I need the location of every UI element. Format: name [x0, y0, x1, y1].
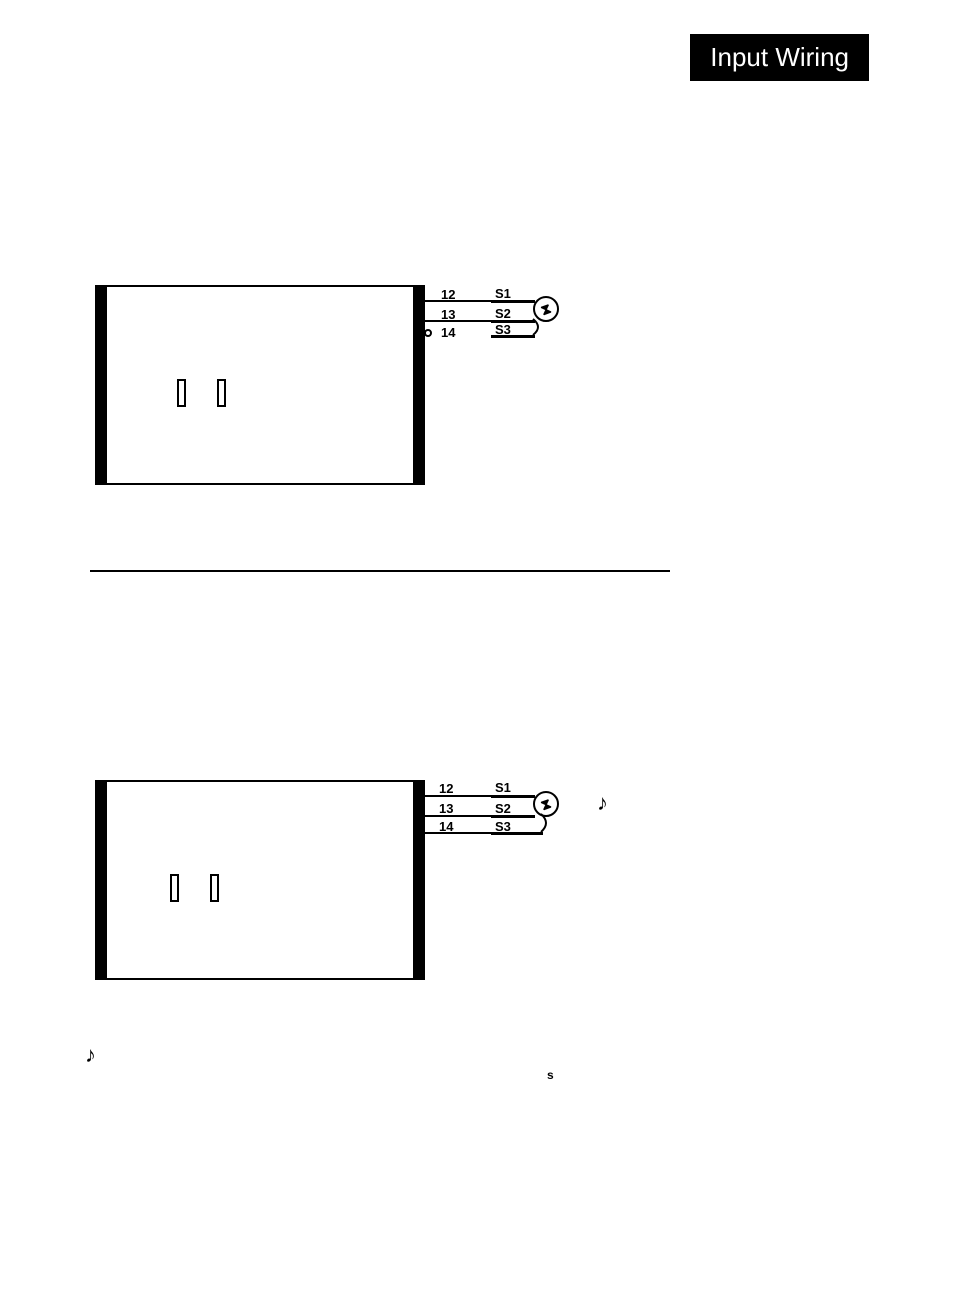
section-header-badge: Input Wiring [690, 34, 869, 81]
note-icon: ♪ [85, 1042, 96, 1068]
open-terminal-icon [424, 329, 432, 337]
section-divider [90, 570, 670, 572]
sensor-symbol: ⧗ [538, 794, 553, 813]
terminal-number: 12 [441, 287, 463, 302]
device-right-edge [413, 782, 423, 978]
terminal-number: 14 [441, 325, 463, 340]
jumper-wire [529, 317, 547, 339]
terminal-number: 14 [439, 819, 461, 834]
note-icon: ♪ [597, 790, 608, 816]
terminal-number: 13 [441, 307, 463, 322]
device-enclosure [95, 780, 425, 980]
wiring-diagram-2: 12 S1 13 S2 14 S3 ⧗ [95, 780, 425, 980]
wire-label: S1 [495, 780, 511, 795]
footnote-mark: s [547, 1068, 554, 1082]
wire [491, 795, 535, 798]
device-right-edge [413, 287, 423, 483]
terminal-wiring-area: 12 S1 13 S2 14 S3 ⧗ [425, 289, 655, 369]
device-slot [217, 379, 226, 407]
sensor-symbol: ⧗ [538, 299, 553, 318]
device-left-edge [97, 782, 107, 978]
device-slot [170, 874, 179, 902]
terminal-wiring-area: 12 S1 13 S2 14 S3 ⧗ [425, 784, 655, 864]
terminal-number: 12 [439, 781, 461, 796]
device-enclosure [95, 285, 425, 485]
header-title: Input Wiring [710, 42, 849, 72]
wire-label: S2 [495, 306, 511, 321]
device-slot [177, 379, 186, 407]
device-slot [210, 874, 219, 902]
jumper-wire [537, 812, 555, 836]
wire-label: S3 [495, 819, 511, 834]
wire-label: S3 [495, 322, 511, 337]
wiring-diagram-1: 12 S1 13 S2 14 S3 ⧗ [95, 285, 425, 485]
wire-label: S2 [495, 801, 511, 816]
device-left-edge [97, 287, 107, 483]
wire-label: S1 [495, 286, 511, 301]
terminal-number: 13 [439, 801, 461, 816]
